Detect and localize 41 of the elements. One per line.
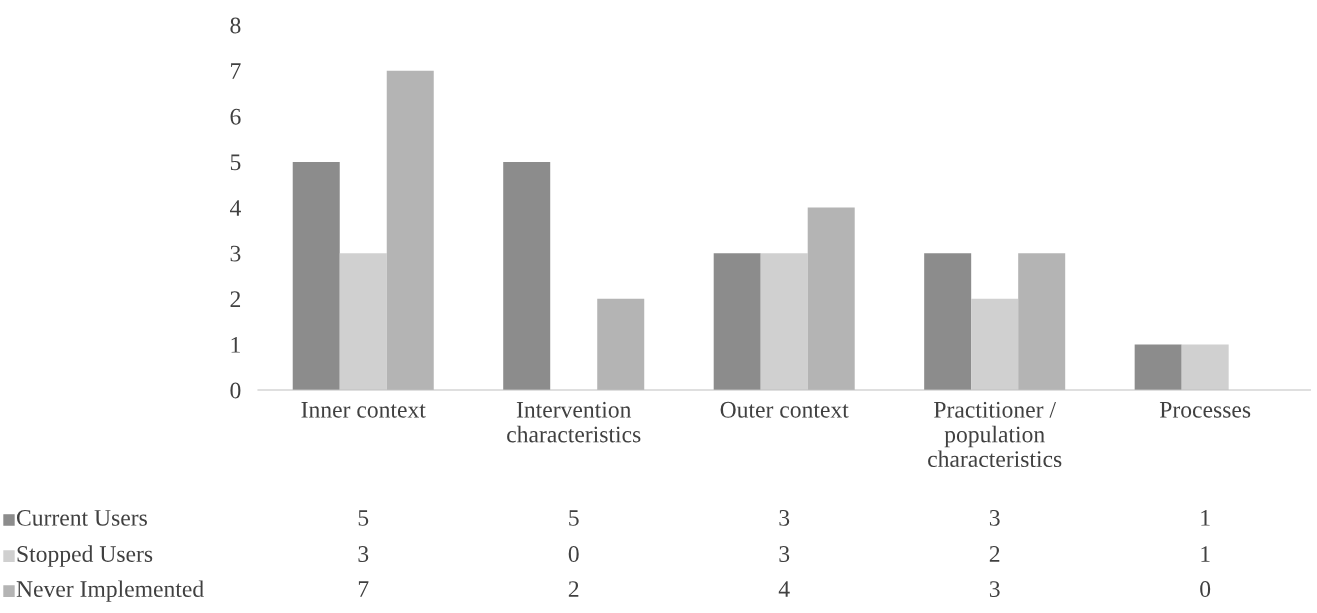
bar [503, 161, 551, 390]
legend-label: Never Implemented [16, 580, 204, 602]
bar [339, 253, 387, 390]
data-label: 3 [989, 581, 1000, 598]
x-tick-label: Practitioner / population characteristics [928, 401, 1062, 468]
y-tick-label: 2 [230, 291, 241, 307]
y-tick-label: 1 [231, 336, 240, 353]
bar [1134, 344, 1182, 390]
bar [971, 298, 1019, 390]
y-tick-label: 0 [230, 382, 241, 399]
data-label: 3 [779, 546, 790, 562]
x-tick-label: Processes [1159, 402, 1251, 418]
data-label: 0 [1200, 581, 1211, 598]
x-tick-label: Outer context [720, 401, 849, 418]
y-tick-label: 5 [230, 154, 241, 171]
legend-label: Current Users [16, 509, 147, 526]
bar [1181, 344, 1229, 390]
data-label: 3 [779, 509, 790, 526]
y-tick-label: 8 [230, 17, 241, 34]
data-label: 1 [1201, 510, 1210, 526]
data-label: 2 [989, 546, 1000, 562]
data-label: 4 [778, 581, 790, 597]
bar [924, 253, 972, 390]
x-tick-label: Inner context [301, 402, 426, 418]
y-tick-label: 4 [229, 200, 241, 216]
y-tick-label: 7 [231, 63, 241, 79]
bar [292, 161, 340, 390]
data-label: 0 [568, 546, 579, 562]
data-label: 7 [358, 581, 369, 597]
data-label: 3 [989, 509, 1000, 526]
data-label: 2 [568, 581, 579, 597]
data-label: 5 [569, 510, 579, 526]
y-tick-label: 3 [230, 245, 241, 262]
x-tick-label: Intervention characteristics [507, 401, 641, 443]
legend-label: Stopped Users [17, 545, 153, 567]
data-label: 1 [1201, 546, 1210, 562]
bar [713, 253, 761, 390]
y-tick-label: 6 [230, 108, 241, 125]
bar [760, 253, 808, 390]
data-label: 5 [358, 510, 369, 526]
data-label: 3 [358, 546, 369, 562]
